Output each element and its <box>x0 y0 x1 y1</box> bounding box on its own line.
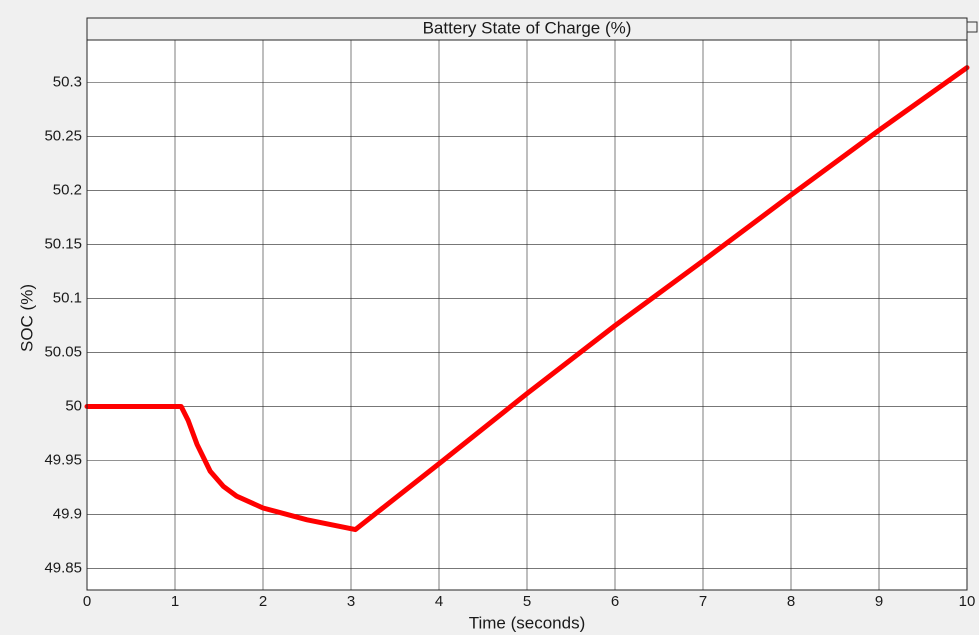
chart-title: Battery State of Charge (%) <box>423 18 632 37</box>
x-tick-label: 7 <box>699 593 707 610</box>
y-tick-label: 50.3 <box>53 74 82 91</box>
y-axis-label: SOC (%) <box>17 284 36 352</box>
y-tick-label: 50.15 <box>44 236 82 253</box>
y-tick-label: 50 <box>65 397 82 414</box>
data-line <box>84 65 970 533</box>
x-tick-label: 3 <box>347 593 355 610</box>
x-tick-label: 10 <box>959 593 976 610</box>
x-axis-label: Time (seconds) <box>469 613 586 632</box>
lines <box>84 65 970 533</box>
ticks: 0 1 2 3 4 5 6 7 8 9 10 49.85 49.9 49.95 50 50.05 50.1 50.… <box>44 74 975 610</box>
x-tick-label: 2 <box>259 593 267 610</box>
y-tick-label: 50.1 <box>53 290 82 307</box>
x-tick-label: 6 <box>611 593 619 610</box>
y-tick-label: 50.05 <box>44 344 82 361</box>
grid <box>86 18 968 590</box>
expand-icon[interactable] <box>966 21 978 33</box>
y-tick-label: 49.9 <box>53 505 82 522</box>
x-tick-label: 0 <box>83 593 91 610</box>
y-tick-label: 49.85 <box>44 559 82 576</box>
y-tick-label: 50.25 <box>44 128 82 145</box>
x-tick-label: 5 <box>523 593 531 610</box>
y-tick-label: 50.2 <box>53 182 82 199</box>
x-tick-label: 1 <box>171 593 179 610</box>
x-tick-label: 9 <box>875 593 883 610</box>
x-tick-label: 8 <box>787 593 795 610</box>
x-tick-label: 4 <box>435 593 443 610</box>
y-tick-label: 49.95 <box>44 451 82 468</box>
